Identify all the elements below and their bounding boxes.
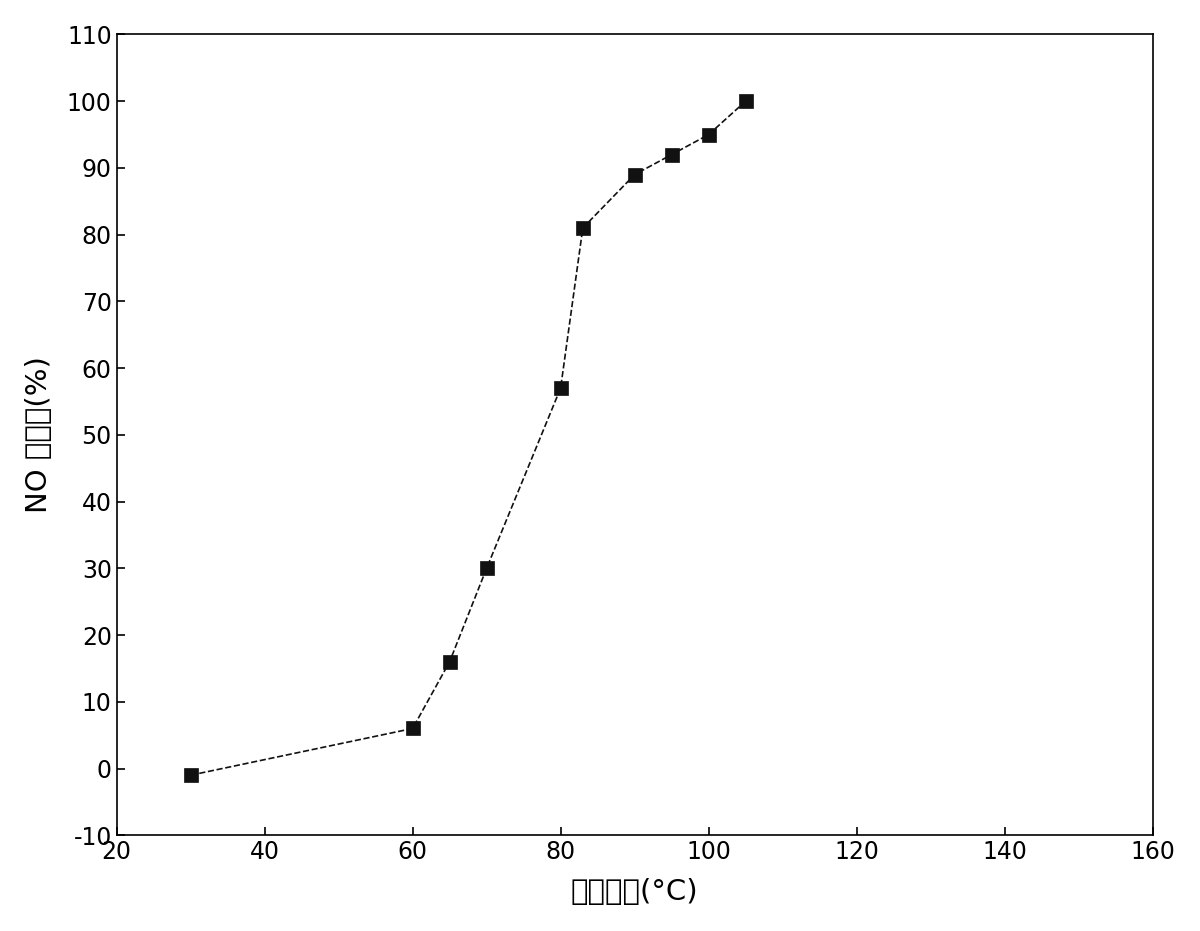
Y-axis label: NO 脲除率(%): NO 脲除率(%) [25,357,53,513]
X-axis label: 反应温度(°C): 反应温度(°C) [571,878,698,906]
